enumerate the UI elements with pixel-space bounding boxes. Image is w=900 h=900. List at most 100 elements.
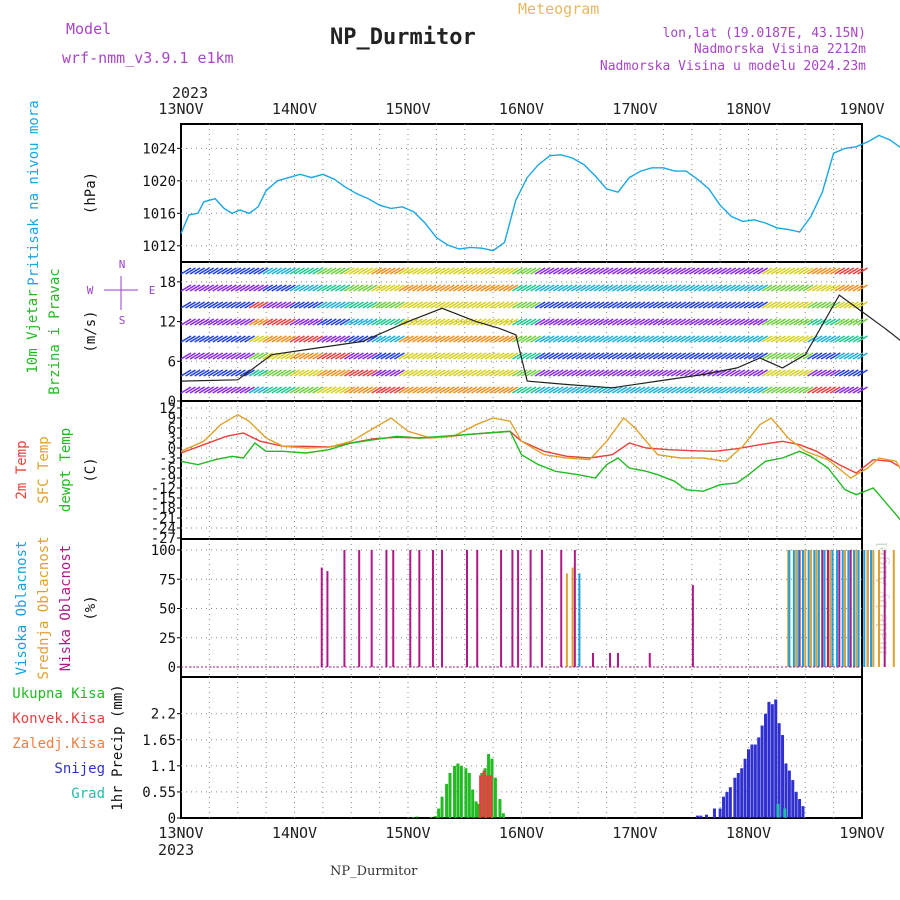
wind-barb: [457, 352, 469, 360]
wind-barb: [380, 386, 392, 394]
wind-barb: [189, 369, 201, 377]
wind-barb: [798, 386, 809, 394]
wind-barb: [602, 352, 614, 360]
wind-barb: [280, 369, 292, 377]
wind-barb: [716, 267, 728, 275]
wind-barb: [334, 267, 346, 275]
bar: [493, 777, 497, 818]
wind-barb: [357, 267, 369, 275]
wind-barb: [816, 335, 828, 343]
wind-barb: [843, 386, 855, 394]
wind-barb: [807, 267, 818, 275]
bar: [823, 550, 826, 667]
series-line: [180, 294, 900, 389]
y-tick-label: 12: [159, 315, 176, 331]
wind-barb: [657, 267, 669, 275]
compass-east: E: [149, 284, 156, 297]
wind-barb: [825, 318, 837, 326]
wind-barb: [357, 352, 369, 360]
wind-barb: [498, 352, 510, 360]
wind-barb: [557, 369, 569, 377]
wind-barb: [766, 335, 778, 343]
wind-barb: [811, 369, 823, 377]
wind-barb: [784, 386, 796, 394]
wind-barb: [430, 267, 442, 275]
wind-barb: [521, 267, 532, 275]
wind-barb: [770, 267, 782, 275]
wind-barb: [489, 301, 501, 309]
wind-barb: [534, 284, 546, 292]
wind-barb: [289, 335, 301, 343]
wind-barb: [448, 386, 460, 394]
wind-barb: [670, 386, 682, 394]
wind-barb: [589, 335, 601, 343]
wind-barb: [475, 352, 487, 360]
wind-barb: [657, 369, 669, 377]
y-tick-label: 6: [168, 421, 176, 437]
wind-barb: [330, 267, 342, 275]
wind-barb: [203, 369, 215, 377]
wind-barb: [802, 335, 814, 343]
date-tick-label: 14NOV: [272, 824, 317, 842]
bar: [798, 550, 801, 667]
wind-barb: [575, 352, 587, 360]
wind-barb: [298, 352, 310, 360]
wind-barb: [666, 301, 678, 309]
wind-barb: [457, 369, 469, 377]
bar: [705, 814, 709, 818]
wind-barb: [611, 318, 623, 326]
wind-barb: [462, 352, 473, 360]
wind-barb: [216, 335, 228, 343]
wind-barb: [475, 335, 487, 343]
wind-barb: [398, 267, 410, 275]
wind-barb: [434, 301, 446, 309]
wind-barb: [289, 318, 301, 326]
wind-barb: [534, 369, 546, 377]
wind-barb: [739, 267, 750, 275]
wind-barb: [739, 284, 750, 292]
wind-barb: [434, 267, 446, 275]
wind-barb: [493, 386, 505, 394]
wind-barb: [598, 284, 610, 292]
wind-barb: [462, 369, 473, 377]
wind-barb: [802, 301, 814, 309]
wind-barb: [734, 301, 746, 309]
wind-barb: [321, 369, 333, 377]
wind-barb: [348, 352, 360, 360]
wind-barb: [679, 318, 691, 326]
wind-barb: [707, 318, 719, 326]
wind-barb: [298, 284, 310, 292]
wind-barb: [380, 369, 392, 377]
wind-barb: [253, 284, 265, 292]
wind-barb: [434, 284, 446, 292]
wind-barb: [834, 335, 846, 343]
wind-barb: [421, 284, 433, 292]
wind-barb: [266, 335, 278, 343]
wind-barb: [698, 318, 709, 326]
wind-barb: [838, 318, 850, 326]
wind-barb: [466, 335, 478, 343]
wind-barb: [752, 267, 764, 275]
wind-barb: [820, 284, 832, 292]
y-tick-label: 0: [168, 441, 176, 457]
wind-barb: [439, 301, 451, 309]
wind-barb: [275, 267, 287, 275]
wind-barb: [498, 267, 510, 275]
wind-barb: [698, 386, 709, 394]
wind-barb: [802, 318, 814, 326]
wind-barb: [189, 267, 201, 275]
wind-barb: [434, 386, 446, 394]
wind-barb: [421, 386, 433, 394]
wind-barb: [757, 318, 768, 326]
wind-barb: [393, 386, 405, 394]
wind-barb: [189, 386, 201, 394]
wind-barb: [321, 352, 333, 360]
wind-barb: [748, 335, 759, 343]
wind-barb: [761, 335, 773, 343]
wind-barb: [770, 318, 782, 326]
wind-barb: [353, 386, 364, 394]
wind-barb: [557, 335, 569, 343]
bar: [743, 758, 747, 818]
wind-barb: [698, 267, 709, 275]
wind-barb: [657, 352, 669, 360]
